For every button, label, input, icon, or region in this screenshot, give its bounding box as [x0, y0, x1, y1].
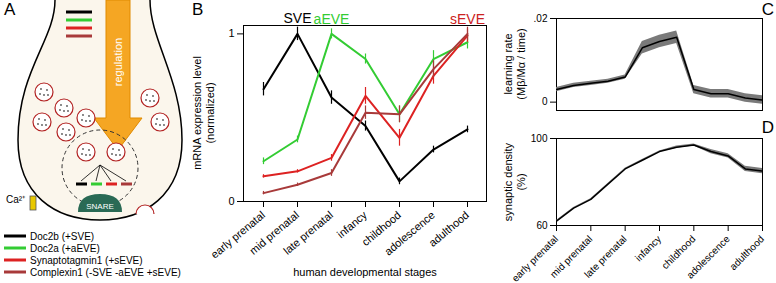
html-text:mRNA expression level (normali: mRNA expression level (normalized)	[191, 56, 216, 170]
svg-text:early prenatal: early prenatal	[208, 208, 267, 261]
svg-text:0: 0	[228, 195, 234, 207]
html-text:learning rate (Mβ/Mα / time): learning rate (Mβ/Mα / time)	[502, 28, 527, 100]
svg-text:adulthood: adulthood	[426, 209, 471, 249]
svg-text:human developmental stages: human developmental stages	[293, 266, 437, 278]
svg-text:Doc2b (+SVE): Doc2b (+SVE)	[30, 231, 94, 242]
svg-text:Ca²⁺: Ca²⁺	[6, 194, 26, 205]
html-text:C: C	[761, 0, 774, 19]
svg-text:adulthood: adulthood	[727, 233, 766, 272]
svg-text:SVE: SVE	[283, 10, 311, 26]
html-text:synaptic density (%): synaptic density (%)	[502, 142, 527, 221]
svg-text:Synaptotagmin1 (+sEVE): Synaptotagmin1 (+sEVE)	[30, 255, 143, 266]
html-text:A: A	[4, 0, 16, 19]
svg-text:sEVE: sEVE	[450, 11, 485, 27]
svg-text:early prenatal: early prenatal	[509, 233, 561, 283]
svg-text:infancy: infancy	[334, 208, 369, 241]
svg-text:adolescence: adolescence	[684, 233, 732, 281]
svg-text:mid prenatal: mid prenatal	[547, 233, 595, 280]
html-text:B: B	[192, 0, 204, 19]
svg-text:1: 1	[228, 27, 234, 39]
svg-text:adolescence: adolescence	[382, 209, 437, 258]
svg-text:mid prenatal: mid prenatal	[247, 208, 301, 257]
svg-text:.02: .02	[534, 13, 548, 24]
svg-text:regulation: regulation	[112, 38, 124, 86]
svg-text:childhood: childhood	[359, 208, 403, 249]
svg-text:Doc2a (+aEVE): Doc2a (+aEVE)	[30, 243, 100, 254]
svg-text:infancy: infancy	[633, 233, 663, 263]
svg-text:100: 100	[531, 133, 548, 144]
svg-text:SNARE: SNARE	[86, 202, 114, 211]
svg-text:late prenatal: late prenatal	[281, 209, 335, 257]
svg-text:Complexin1 (-SVE -aEVE +sEVE): Complexin1 (-SVE -aEVE +sEVE)	[30, 267, 181, 278]
svg-text:late prenatal: late prenatal	[582, 233, 629, 280]
svg-text:childhood: childhood	[659, 233, 698, 272]
html-text:D: D	[761, 118, 774, 137]
svg-text:60: 60	[536, 220, 548, 231]
svg-text:aEVE: aEVE	[314, 11, 350, 27]
svg-text:0: 0	[542, 96, 548, 107]
